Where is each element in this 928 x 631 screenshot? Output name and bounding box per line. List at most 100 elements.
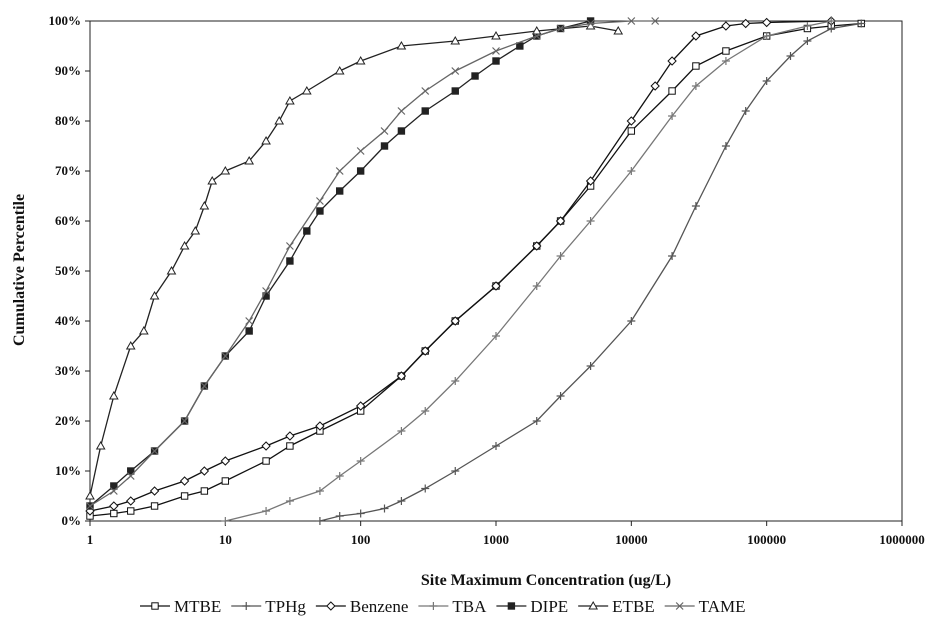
data-point-etbe bbox=[244, 155, 255, 165]
legend-label: MTBE bbox=[174, 597, 221, 616]
data-point-mtbe bbox=[221, 477, 230, 485]
data-point-benzene bbox=[420, 346, 430, 356]
x-tick-label: 100 bbox=[351, 532, 371, 547]
series-tba bbox=[221, 17, 836, 525]
data-point-tphg bbox=[786, 52, 795, 60]
data-point-tba bbox=[492, 332, 500, 340]
x-tick-label: 100000 bbox=[747, 532, 786, 547]
legend-label: TAME bbox=[699, 597, 746, 616]
legend-item-etbe: ETBE bbox=[578, 597, 655, 616]
data-point-benzene bbox=[450, 316, 460, 326]
data-point-benzene bbox=[355, 401, 366, 411]
series-line-dipe bbox=[89, 20, 591, 507]
data-point-tphg bbox=[451, 467, 460, 475]
data-point-benzene bbox=[555, 216, 566, 226]
data-point-tame bbox=[421, 87, 430, 95]
y-tick-label: 30% bbox=[55, 363, 81, 378]
data-point-mtbe bbox=[127, 507, 135, 515]
data-point-tphg bbox=[380, 504, 389, 513]
data-point-tame bbox=[109, 487, 118, 495]
data-point-benzene bbox=[650, 81, 660, 91]
data-point-mtbe bbox=[150, 502, 159, 510]
legend-label: TPHg bbox=[265, 597, 306, 616]
data-point-benzene bbox=[721, 21, 731, 31]
data-point-tame bbox=[86, 502, 94, 510]
data-point-tphg bbox=[803, 37, 812, 45]
data-point-benzene bbox=[396, 371, 407, 381]
x-axis-title: Site Maximum Concentration (ug/L) bbox=[421, 572, 671, 589]
data-point-benzene bbox=[491, 281, 501, 291]
x-tick-label: 10 bbox=[219, 532, 232, 547]
data-point-tame bbox=[262, 287, 270, 295]
data-point-etbe bbox=[108, 390, 119, 400]
data-point-etbe bbox=[95, 440, 106, 450]
data-point-benzene bbox=[179, 476, 190, 486]
y-tick-label: 60% bbox=[55, 213, 81, 228]
data-point-dipe bbox=[316, 207, 324, 215]
data-point-tphg bbox=[668, 252, 677, 260]
data-point-etbe bbox=[207, 175, 218, 185]
data-point-tame bbox=[380, 127, 389, 135]
data-point-tphg bbox=[741, 107, 750, 115]
data-point-dipe bbox=[471, 72, 479, 80]
data-point-benzene bbox=[740, 18, 751, 29]
data-point-tame bbox=[586, 19, 595, 28]
series-line-benzene bbox=[89, 20, 832, 512]
x-tick-label: 1 bbox=[87, 532, 94, 547]
data-point-tame bbox=[651, 17, 660, 25]
data-point-tba bbox=[827, 17, 836, 25]
data-point-mtbe bbox=[692, 62, 700, 70]
data-point-tame bbox=[556, 24, 565, 33]
x-tick-label: 1000000 bbox=[879, 532, 925, 547]
data-point-benzene bbox=[199, 466, 210, 476]
data-point-etbe bbox=[138, 325, 149, 335]
data-point-tame bbox=[180, 417, 189, 425]
data-point-etbe bbox=[179, 240, 190, 250]
series-benzene bbox=[85, 16, 836, 516]
data-point-tame bbox=[356, 147, 365, 155]
series-dipe bbox=[86, 17, 595, 510]
data-point-tphg bbox=[492, 442, 500, 450]
data-point-dipe bbox=[397, 127, 406, 135]
legend-item-tame: TAME bbox=[664, 597, 746, 616]
y-tick-label: 90% bbox=[55, 63, 81, 78]
data-point-tphg bbox=[627, 317, 636, 325]
legend-label: ETBE bbox=[612, 597, 655, 616]
data-point-tame bbox=[221, 352, 230, 360]
data-point-tba bbox=[397, 427, 406, 435]
data-point-etbe bbox=[85, 490, 95, 500]
data-point-dipe bbox=[336, 187, 344, 195]
series-tame bbox=[86, 17, 660, 510]
data-point-etbe bbox=[125, 340, 136, 350]
data-point-mtbe bbox=[668, 87, 676, 95]
data-point-mtbe bbox=[180, 492, 189, 500]
data-point-etbe bbox=[301, 85, 312, 95]
data-point-etbe bbox=[274, 115, 285, 125]
data-point-tba bbox=[451, 377, 460, 385]
data-point-dipe bbox=[380, 142, 389, 150]
data-point-tba bbox=[556, 252, 565, 260]
data-point-tba bbox=[668, 112, 677, 120]
data-point-dipe bbox=[286, 257, 294, 265]
legend: MTBE TPHg Benzene TBA DIPE ETBE TAME bbox=[140, 597, 745, 616]
data-point-tame bbox=[451, 67, 460, 75]
data-point-tame bbox=[150, 447, 159, 455]
y-tick-label: 40% bbox=[55, 313, 81, 328]
data-point-mtbe bbox=[110, 509, 118, 518]
data-point-etbe bbox=[261, 135, 271, 145]
y-tick-label: 100% bbox=[49, 13, 82, 28]
data-point-etbe bbox=[149, 290, 160, 300]
data-point-benzene bbox=[285, 431, 295, 441]
x-axis-ticks: 1 10 100 1000 10000 100000 1000000 bbox=[87, 521, 925, 547]
data-point-tba bbox=[627, 167, 636, 175]
data-point-benzene bbox=[109, 501, 119, 511]
data-point-mtbe bbox=[627, 127, 636, 135]
data-point-etbe bbox=[285, 95, 295, 105]
series-line-tphg bbox=[319, 22, 862, 522]
data-point-tphg bbox=[691, 202, 700, 210]
x-tick-label: 10000 bbox=[615, 532, 648, 547]
y-tick-label: 20% bbox=[55, 413, 81, 428]
legend-marker-etbe bbox=[588, 600, 599, 610]
series-etbe bbox=[85, 20, 624, 500]
